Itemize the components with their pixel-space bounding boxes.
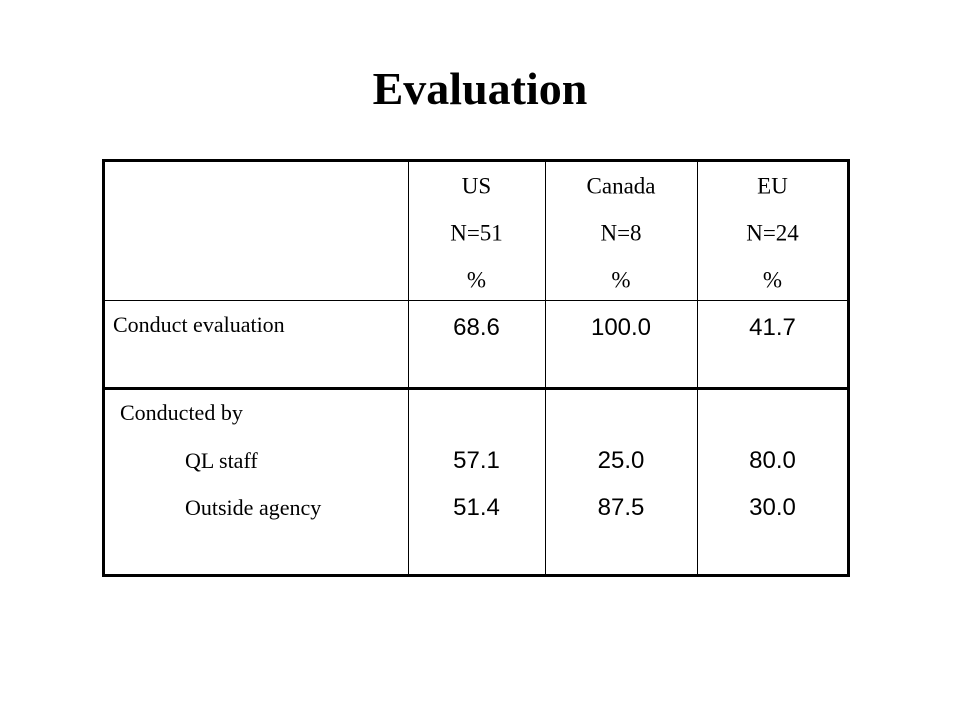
row-label: QL staff	[185, 448, 258, 473]
cell-value: 25.0	[597, 447, 645, 474]
col-border	[697, 160, 698, 575]
column-header: EU	[757, 173, 788, 199]
column-header: N=8	[600, 220, 642, 246]
row-border	[102, 387, 850, 390]
column-header: %	[611, 267, 631, 293]
column-header: Canada	[586, 173, 656, 199]
col-border	[847, 160, 850, 575]
column-header: %	[762, 267, 783, 293]
row-label: Outside agency	[185, 495, 322, 520]
cell-value: 87.5	[597, 494, 645, 521]
cell-value: 57.1	[453, 447, 500, 474]
column-header: N=51	[450, 220, 503, 246]
cell-value: 100.0	[590, 314, 652, 341]
column-header: N=24	[746, 220, 799, 246]
row-label: Conduct evaluation	[113, 312, 285, 337]
cell-value: 68.6	[453, 314, 500, 341]
cell-value: 41.7	[749, 314, 796, 341]
row-border	[102, 159, 850, 162]
column-header: US	[461, 173, 492, 199]
column-header: %	[466, 267, 487, 293]
slide-title: Evaluation	[372, 63, 588, 114]
cell-value: 30.0	[749, 494, 796, 521]
cell-value: 51.4	[453, 494, 500, 521]
row-label: Conducted by	[120, 400, 243, 425]
col-border	[102, 160, 105, 575]
row-border	[102, 574, 850, 577]
row-border	[102, 300, 850, 301]
cell-value: 80.0	[749, 447, 796, 474]
col-border	[408, 160, 409, 575]
col-border	[545, 160, 546, 575]
